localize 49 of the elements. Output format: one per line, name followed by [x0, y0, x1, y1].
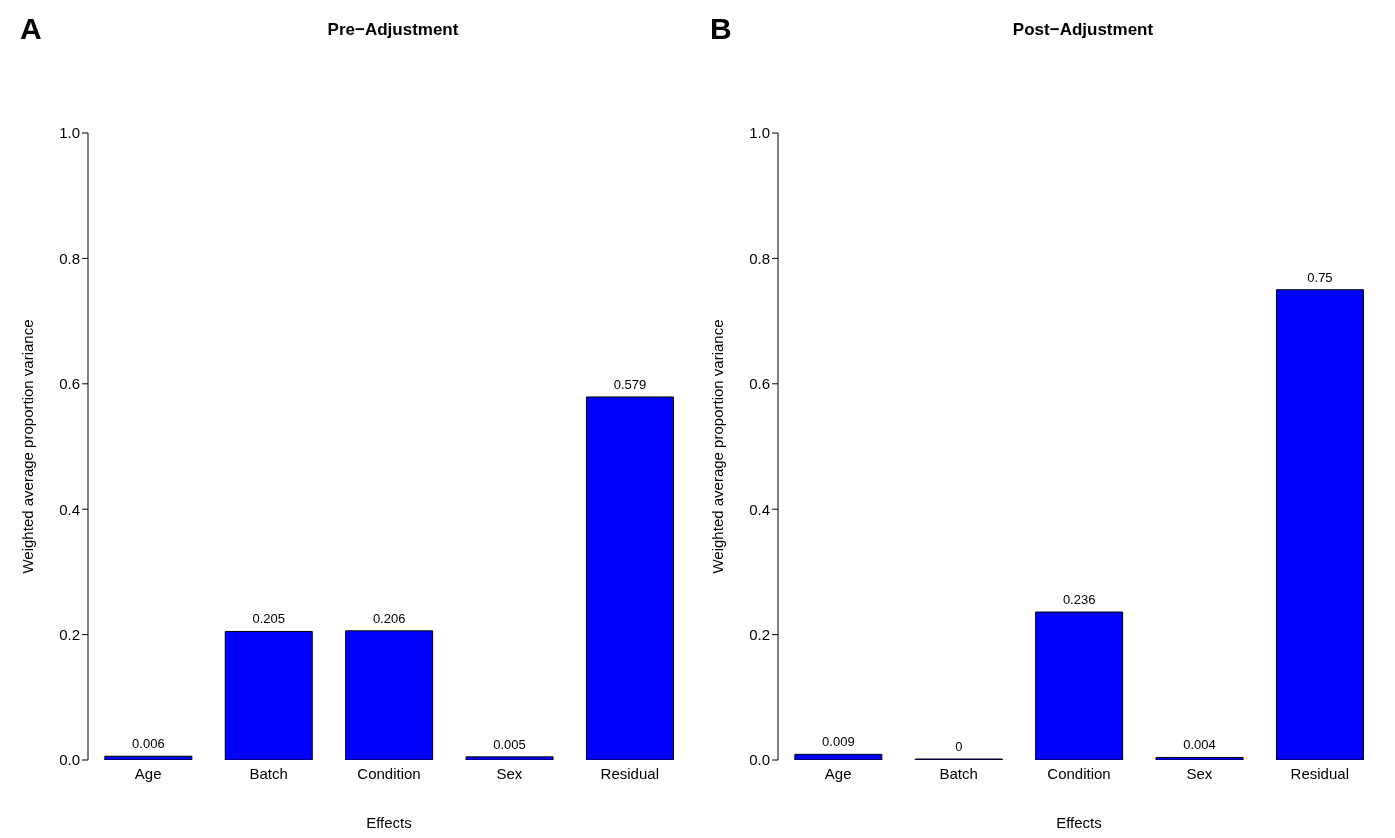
x-tick-label: Age	[824, 764, 852, 782]
data-label: 0	[955, 739, 963, 754]
y-axis-title: Weighted average proportion variance	[19, 319, 37, 574]
y-axis-title: Weighted average proportion variance	[709, 319, 727, 574]
x-tick-label: Residual	[600, 764, 659, 782]
x-tick-label: Batch	[249, 764, 288, 782]
chart-title: Pre−Adjustment	[326, 20, 460, 40]
data-label: 0.009	[822, 734, 855, 750]
text: A	[20, 12, 42, 46]
y-tick-label: 0.2	[749, 625, 770, 643]
y-tick-label: 0.8	[59, 249, 80, 267]
bar	[345, 630, 434, 760]
data-label: 0.005	[493, 736, 526, 752]
x-tick-label: Condition	[357, 764, 421, 782]
x-tick-label: Sex	[496, 764, 523, 782]
y-tick-label: 0.2	[59, 625, 80, 643]
bar	[1035, 611, 1124, 760]
x-tick-label: Age	[134, 764, 162, 782]
y-tick-label: 0.4	[749, 500, 770, 518]
bar	[794, 753, 883, 760]
bar	[465, 756, 554, 760]
data-label: 0.004	[1183, 737, 1216, 753]
x-tick-label: Condition	[1047, 764, 1111, 782]
text: B	[710, 12, 732, 46]
data-label: 0.206	[372, 610, 406, 626]
bar	[1275, 289, 1364, 760]
y-tick-label: 0.6	[59, 375, 80, 393]
x-tick-label: Sex	[1186, 764, 1213, 782]
x-tick-label: Batch	[939, 764, 978, 782]
x-axis-title: Effects	[366, 814, 412, 831]
data-label: 0.236	[1062, 592, 1096, 608]
data-label: 0.579	[613, 376, 647, 392]
y-tick-label: 0.0	[59, 751, 80, 769]
y-tick-label: 0.8	[749, 249, 770, 267]
y-tick-label: 1.0	[749, 124, 770, 142]
data-label: 0.75	[1307, 269, 1333, 285]
x-tick-label: Residual	[1290, 764, 1349, 782]
bar	[224, 630, 313, 760]
x-axis-title: Effects	[1056, 814, 1102, 831]
data-label: 0.006	[132, 736, 165, 752]
y-tick-label: 0.0	[749, 751, 770, 769]
bar	[585, 396, 674, 760]
data-label: 0.205	[252, 611, 286, 627]
bar	[104, 755, 193, 760]
y-tick-label: 0.6	[749, 375, 770, 393]
bar	[1155, 756, 1244, 760]
chart-title: Post−Adjustment	[1011, 20, 1155, 40]
y-tick-label: 1.0	[59, 124, 80, 142]
y-tick-label: 0.4	[59, 500, 80, 518]
